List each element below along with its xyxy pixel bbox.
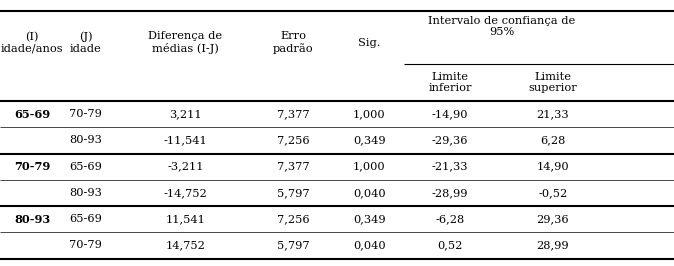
Text: 0,040: 0,040 <box>353 240 386 250</box>
Text: Intervalo de confiança de
95%: Intervalo de confiança de 95% <box>428 16 575 38</box>
Text: 70-79: 70-79 <box>69 109 102 119</box>
Text: 28,99: 28,99 <box>537 240 569 250</box>
Text: 70-79: 70-79 <box>69 240 102 250</box>
Text: 5,797: 5,797 <box>277 240 309 250</box>
Text: -3,211: -3,211 <box>167 162 204 172</box>
Text: 65-69: 65-69 <box>69 162 102 172</box>
Text: 29,36: 29,36 <box>537 214 569 224</box>
Text: -28,99: -28,99 <box>432 188 468 198</box>
Text: -11,541: -11,541 <box>164 135 207 146</box>
Text: -21,33: -21,33 <box>432 162 468 172</box>
Text: (J)
idade: (J) idade <box>69 31 102 54</box>
Text: 7,256: 7,256 <box>277 214 309 224</box>
Text: 7,256: 7,256 <box>277 135 309 146</box>
Text: 0,040: 0,040 <box>353 188 386 198</box>
Text: Limite
superior: Limite superior <box>528 72 577 93</box>
Text: 0,349: 0,349 <box>353 135 386 146</box>
Text: 65-69: 65-69 <box>14 109 51 120</box>
Text: 14,90: 14,90 <box>537 162 569 172</box>
Text: 21,33: 21,33 <box>537 109 569 119</box>
Text: -14,752: -14,752 <box>164 188 207 198</box>
Text: -29,36: -29,36 <box>432 135 468 146</box>
Text: 5,797: 5,797 <box>277 188 309 198</box>
Text: Sig.: Sig. <box>358 38 381 48</box>
Text: 7,377: 7,377 <box>277 109 309 119</box>
Text: 0,349: 0,349 <box>353 214 386 224</box>
Text: 1,000: 1,000 <box>353 162 386 172</box>
Text: 11,541: 11,541 <box>165 214 206 224</box>
Text: Diferença de
médias (I-J): Diferença de médias (I-J) <box>148 31 222 54</box>
Text: 70-79: 70-79 <box>14 161 51 172</box>
Text: (I)
idade/anos: (I) idade/anos <box>1 32 63 53</box>
Text: 80-93: 80-93 <box>69 188 102 198</box>
Text: 80-93: 80-93 <box>69 135 102 146</box>
Text: 0,52: 0,52 <box>437 240 463 250</box>
Text: 80-93: 80-93 <box>14 214 51 225</box>
Text: 6,28: 6,28 <box>540 135 565 146</box>
Text: 14,752: 14,752 <box>165 240 206 250</box>
Text: 7,377: 7,377 <box>277 162 309 172</box>
Text: -14,90: -14,90 <box>432 109 468 119</box>
Text: 1,000: 1,000 <box>353 109 386 119</box>
Text: Limite
inferior: Limite inferior <box>429 72 472 93</box>
Text: -6,28: -6,28 <box>435 214 465 224</box>
Text: 3,211: 3,211 <box>169 109 202 119</box>
Text: 65-69: 65-69 <box>69 214 102 224</box>
Text: -0,52: -0,52 <box>538 188 568 198</box>
Text: Erro
padrão: Erro padrão <box>273 31 313 54</box>
